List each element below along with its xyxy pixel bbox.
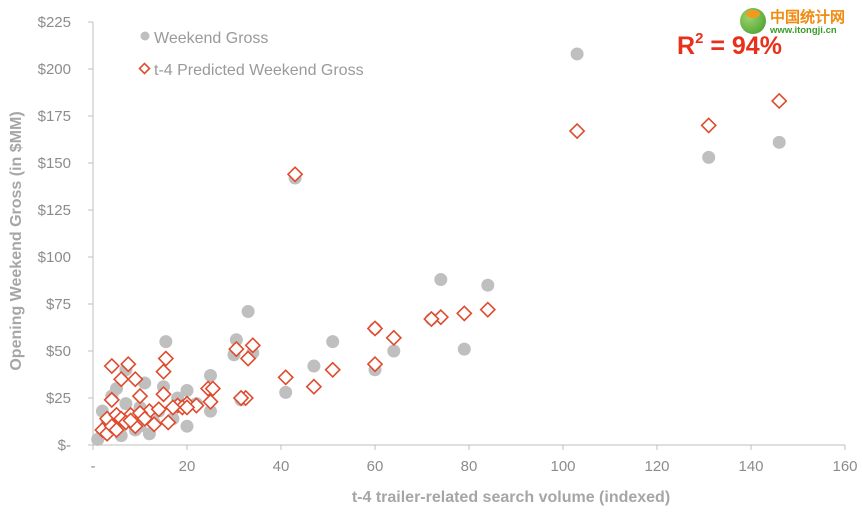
weekend-gross-point <box>180 419 194 433</box>
x-axis-title: t-4 trailer-related search volume (index… <box>352 489 670 506</box>
predicted-point <box>324 361 341 379</box>
weekend-gross-point <box>204 404 217 418</box>
r-squared-exponent: 2 <box>695 30 704 47</box>
predicted-point <box>157 350 175 367</box>
weekend-gross-point <box>387 344 401 358</box>
x-tick-label: 160 <box>832 458 857 475</box>
y-axis-title: Opening Weekend Gross (in $MM) <box>8 111 25 370</box>
x-tick-label: 20 <box>179 458 196 475</box>
legend-label-weekend-gross: Weekend Gross <box>154 30 268 47</box>
legend: Weekend Gross t-4 Predicted Weekend Gros… <box>138 30 364 79</box>
predicted-point <box>103 357 121 375</box>
y-tick-label: $150 <box>38 155 71 172</box>
predicted-point <box>277 369 294 386</box>
x-tick-label: - <box>91 458 96 475</box>
weekend-gross-point <box>241 305 255 319</box>
predicted-point <box>108 421 125 439</box>
predicted-point <box>178 399 196 416</box>
predicted-point <box>479 301 497 318</box>
predicted-point <box>103 391 121 409</box>
y-tick-label: $100 <box>38 249 71 266</box>
predicted-point <box>164 399 182 416</box>
predicted-point <box>366 355 384 373</box>
weekend-gross-point <box>326 335 340 349</box>
logo-url: www.itongji.cn <box>770 25 837 36</box>
watermark-logo: 中国统计网 www.itongji.cn <box>740 4 860 38</box>
x-tick-label: 140 <box>738 458 763 475</box>
weekend-gross-point <box>307 359 321 373</box>
weekend-gross-point <box>204 368 217 382</box>
r-squared-annotation: R2 = 94% <box>677 30 782 61</box>
weekend-gross-point <box>279 385 293 399</box>
predicted-point <box>244 337 262 354</box>
legend-label-predicted: t-4 Predicted Weekend Gross <box>154 62 364 79</box>
predicted-point <box>155 386 172 403</box>
y-tick-label: $125 <box>38 202 71 219</box>
y-tick-label: $225 <box>38 14 71 31</box>
weekend-gross-point <box>457 342 471 356</box>
weekend-gross-point <box>434 273 448 287</box>
weekend-gross-point <box>772 135 786 149</box>
weekend-gross-point <box>159 335 173 349</box>
series-predicted-weekend-gross <box>94 92 788 442</box>
predicted-point <box>202 393 219 410</box>
predicted-point <box>131 387 149 405</box>
y-tick-label: $175 <box>38 108 71 125</box>
x-tick-labels: - 20 40 60 80 100 120 140 160 <box>91 458 858 475</box>
series-weekend-gross <box>91 47 786 446</box>
weekend-gross-point <box>180 383 194 397</box>
predicted-point <box>155 363 172 380</box>
predicted-point <box>145 416 163 433</box>
legend-marker-predicted <box>138 62 151 75</box>
y-tick-label: $200 <box>38 61 71 78</box>
r-squared-value: = 94% <box>703 32 782 60</box>
x-tick-label: 80 <box>461 458 478 475</box>
weekend-gross-point <box>229 333 243 347</box>
y-tick-label: $- <box>58 437 71 454</box>
weekend-gross-point <box>702 150 716 164</box>
chart-axes <box>88 21 846 450</box>
predicted-point <box>423 310 440 328</box>
x-tick-label: 60 <box>367 458 384 475</box>
predicted-point <box>568 122 586 140</box>
predicted-point <box>159 414 177 431</box>
data-points <box>91 47 788 446</box>
globe-icon <box>740 8 766 34</box>
weekend-gross-point <box>119 397 133 411</box>
predicted-point <box>366 320 384 337</box>
y-tick-label: $75 <box>46 296 71 313</box>
y-tick-label: $25 <box>46 390 71 407</box>
predicted-point <box>770 92 788 110</box>
predicted-point <box>204 380 222 397</box>
predicted-point <box>127 370 144 388</box>
predicted-point <box>456 305 473 322</box>
predicted-point <box>700 117 717 134</box>
predicted-point <box>385 329 403 347</box>
predicted-point <box>286 166 304 183</box>
x-tick-label: 100 <box>550 458 575 475</box>
predicted-point <box>150 401 168 418</box>
predicted-point <box>232 389 250 407</box>
predicted-point <box>239 350 257 367</box>
predicted-point <box>112 370 130 388</box>
r-squared-prefix: R <box>677 32 696 60</box>
predicted-point <box>305 378 323 395</box>
predicted-point <box>122 412 139 429</box>
predicted-point <box>228 340 245 358</box>
x-tick-label: 40 <box>273 458 290 475</box>
weekend-gross-point <box>570 47 584 61</box>
legend-marker-weekend-gross <box>140 31 150 41</box>
logo-name: 中国统计网 <box>770 8 846 26</box>
predicted-point <box>120 355 137 373</box>
x-tick-label: 120 <box>644 458 669 475</box>
weekend-gross-point <box>481 278 495 292</box>
y-tick-label: $50 <box>46 343 71 360</box>
y-tick-labels: $- $25 $50 $75 $100 $125 $150 $175 $200 $225 <box>38 14 71 454</box>
